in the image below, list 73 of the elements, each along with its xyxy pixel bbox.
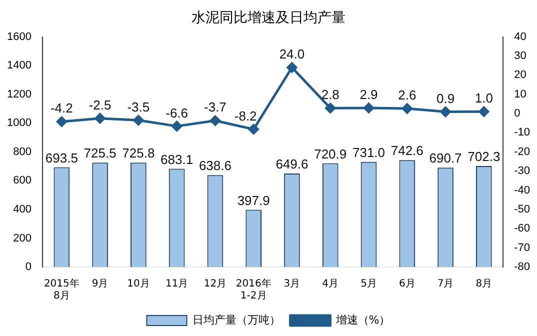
y2-tick-label: -20: [514, 146, 530, 158]
y2-tick-label: 20: [514, 69, 526, 82]
data-label: 720.9: [314, 146, 347, 162]
data-label: 690.7: [429, 150, 462, 166]
data-label: -4.2: [50, 100, 73, 116]
data-label: -3.5: [127, 99, 150, 114]
y2-tick-label: 0: [514, 108, 520, 120]
data-label: 725.8: [122, 146, 155, 161]
data-label: 702.3: [468, 149, 500, 164]
y-tick-label: 1400: [6, 60, 32, 72]
x-tick-label: 11月: [165, 278, 188, 290]
x-tick-label: 7月: [437, 278, 454, 290]
x-tick-label: 6月: [398, 278, 416, 290]
data-label: 638.6: [198, 158, 232, 174]
y-tick-label: 0: [25, 261, 32, 274]
legend-label: 增速（%）: [334, 313, 390, 326]
y2-tick-label: 40: [514, 30, 526, 43]
point: [94, 113, 106, 124]
data-label: 2.9: [360, 87, 378, 102]
point: [478, 106, 490, 117]
point: [172, 120, 182, 132]
y2-tick-label: -50: [514, 203, 530, 216]
x-tick-label: 2016年 1-2月: [236, 278, 272, 302]
legend-label: 日均产量（万吨）: [192, 313, 280, 326]
data-label: 2.8: [321, 87, 340, 102]
x-tick-label: 9月: [92, 278, 108, 290]
y2-tick-label: -40: [514, 184, 530, 196]
data-label: 725.5: [84, 146, 116, 161]
x-tick-label: 4月: [322, 278, 339, 290]
y-tick-label: 600: [13, 174, 32, 187]
point: [56, 116, 67, 127]
point: [210, 115, 220, 126]
y-tick-label: 800: [13, 146, 32, 158]
data-label: 693.5: [45, 150, 78, 166]
data-label: -2.5: [88, 97, 112, 112]
data-label: 683.1: [160, 152, 194, 167]
y-tick-label: 200: [13, 232, 32, 244]
data-label: -3.7: [204, 100, 226, 115]
data-label: 742.6: [390, 143, 424, 158]
x-tick-label: 2015年 8月: [44, 278, 80, 302]
point: [286, 62, 298, 73]
y2-tick-label: 30: [514, 50, 526, 62]
y-tick-label: 1000: [6, 117, 32, 130]
point: [133, 115, 144, 126]
y2-tick-label: -10: [514, 126, 530, 139]
data-label: -6.6: [166, 105, 188, 120]
y-tick-label: 1600: [6, 30, 32, 43]
y2-tick-label: -60: [514, 222, 530, 235]
x-tick-label: 10月: [127, 278, 150, 290]
data-label: 1.0: [474, 90, 493, 106]
data-label: 731.0: [352, 144, 386, 160]
y2-tick-label: -30: [514, 165, 530, 178]
x-tick-label: 5月: [360, 278, 377, 290]
point: [440, 106, 451, 118]
data-label: 24.0: [279, 46, 305, 62]
data-label: -8.2: [234, 108, 257, 124]
y-tick-label: 1200: [6, 88, 32, 100]
data-label: 397.9: [237, 192, 270, 208]
point: [325, 102, 336, 114]
x-tick-label: 3月: [284, 278, 300, 290]
point: [364, 102, 374, 114]
data-label: 649.6: [276, 156, 308, 172]
point: [402, 103, 412, 114]
x-tick-label: 12月: [204, 278, 227, 290]
data-label: 0.9: [436, 90, 455, 106]
x-tick-label: 8月: [476, 278, 492, 290]
y-tick-label: 400: [13, 203, 32, 216]
y2-tick-label: -80: [514, 261, 530, 274]
y2-tick-label: -70: [514, 242, 530, 254]
data-label: 2.6: [398, 88, 416, 103]
y2-tick-label: 10: [514, 88, 526, 100]
chart-title: 水泥同比增速及日均产量: [192, 10, 346, 26]
point: [248, 124, 259, 135]
